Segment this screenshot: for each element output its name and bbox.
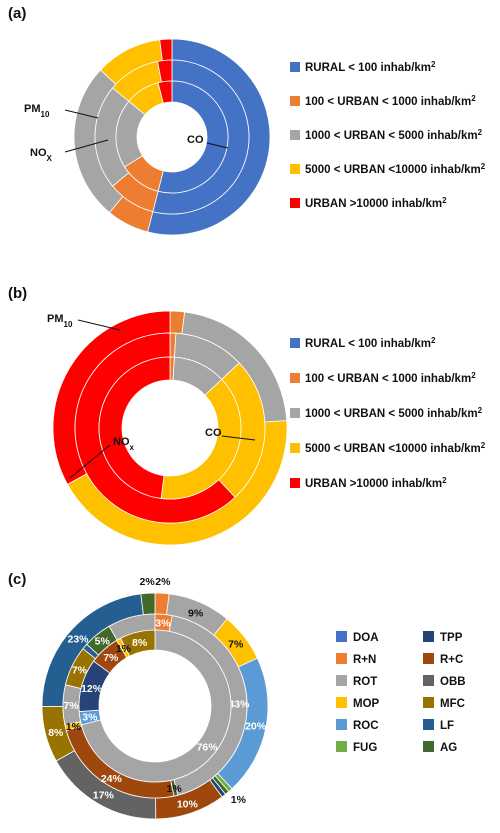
donut-chart-a: PM10 NOX CO RURAL < 100 inhab/km2 100 < URBA… xyxy=(24,38,486,236)
legend-swatch-R+C xyxy=(423,653,434,664)
pct-label-outer-11: 2% xyxy=(140,576,156,588)
legend-swatch-2 xyxy=(290,408,300,418)
legend-swatch-LF xyxy=(423,719,434,730)
legend-label-LF: LF xyxy=(440,720,454,732)
annotation-label-1: NOx xyxy=(113,436,135,452)
legend-swatch-AG xyxy=(423,741,434,752)
annotation-leader-1 xyxy=(69,444,111,479)
pct-label-middle-1: 43% xyxy=(228,698,250,710)
annotation-label-2: CO xyxy=(187,134,204,146)
legend-swatch-OBB xyxy=(423,675,434,686)
legend-label-AG: AG xyxy=(440,742,457,754)
pct-label-inner-4: 1% xyxy=(116,643,132,655)
legend-label-2: 1000 < URBAN < 5000 inhab/km2 xyxy=(305,128,483,143)
legend-label-3: 5000 < URBAN <10000 inhab/km2 xyxy=(305,441,486,456)
legend-label-TPP: TPP xyxy=(440,632,463,644)
annotation-leader-1 xyxy=(64,139,109,153)
legend-swatch-MOP xyxy=(336,697,347,708)
pct-label-outer-0: 2% xyxy=(155,576,171,588)
pct-label-inner-1: 3% xyxy=(82,712,98,724)
legend-swatch-DOA xyxy=(336,631,347,642)
pct-label-middle-2: 1% xyxy=(167,783,183,795)
legend-label-0: RURAL < 100 inhab/km2 xyxy=(305,60,436,75)
pct-label-inner-5: 8% xyxy=(132,637,148,649)
legend-swatch-0 xyxy=(290,338,300,348)
legend-label-ROT: ROT xyxy=(353,676,377,688)
legend-label-MFC: MFC xyxy=(440,698,465,710)
pct-label-middle-6: 7% xyxy=(72,664,88,676)
annotation-leader-2 xyxy=(221,435,256,441)
legend-label-3: 5000 < URBAN <10000 inhab/km2 xyxy=(305,162,486,177)
legend-swatch-FUG xyxy=(336,741,347,752)
panel-label-c: (c) xyxy=(8,571,26,588)
legend-swatch-MFC xyxy=(423,697,434,708)
donut-chart-b: PM10 NOx CO RURAL < 100 inhab/km2 100 < URBA… xyxy=(47,310,486,546)
ring-pm10-segment-4 xyxy=(159,38,173,62)
legend-label-1: 100 < URBAN < 1000 inhab/km2 xyxy=(305,94,476,109)
ring-co-segment-0 xyxy=(157,80,229,194)
pct-label-outer-2: 7% xyxy=(228,639,244,651)
donut-chart-c: 2%9%7%20%1%10%17%8%23%2%3%43%1%24%1%7%7%… xyxy=(41,576,466,820)
ring-co-segment-4 xyxy=(157,80,173,104)
legend-swatch-TPP xyxy=(423,631,434,642)
legend-label-ROC: ROC xyxy=(353,720,379,732)
legend-label-0: RURAL < 100 inhab/km2 xyxy=(305,336,436,351)
pct-label-middle-8: 5% xyxy=(95,636,111,648)
legend-swatch-2 xyxy=(290,130,300,140)
legend-swatch-0 xyxy=(290,62,300,72)
pct-label-outer-3: 20% xyxy=(245,721,267,733)
pct-label-inner-2: 12% xyxy=(81,683,103,695)
pct-label-outer-1: 9% xyxy=(188,607,204,619)
ring-co-segment-4 xyxy=(98,356,171,499)
annotation-label-2: CO xyxy=(205,427,222,439)
ring-inner-segment-0 xyxy=(80,629,232,783)
legend-label-2: 1000 < URBAN < 5000 inhab/km2 xyxy=(305,406,483,421)
pct-label-outer-4: 1% xyxy=(231,794,247,806)
panel-label-a: (a) xyxy=(8,5,26,22)
legend-label-OBB: OBB xyxy=(440,676,466,688)
annotation-label-0: PM10 xyxy=(47,313,73,329)
legend-label-R+N: R+N xyxy=(353,654,376,666)
pct-label-inner-3: 7% xyxy=(103,652,119,664)
legend-label-4: URBAN >10000 inhab/km2 xyxy=(305,476,447,491)
panel-label-b: (b) xyxy=(8,285,27,302)
legend-swatch-ROC xyxy=(336,719,347,730)
legend-swatch-3 xyxy=(290,443,300,453)
annotation-label-1: NOX xyxy=(30,147,53,163)
pct-label-outer-8: 17% xyxy=(93,789,115,801)
pct-label-outer-10: 23% xyxy=(67,633,89,645)
legend-label-R+C: R+C xyxy=(440,654,463,666)
pct-label-middle-0: 3% xyxy=(155,617,171,629)
legend-label-FUG: FUG xyxy=(353,742,377,754)
legend-label-4: URBAN >10000 inhab/km2 xyxy=(305,196,447,211)
legend-swatch-R+N xyxy=(336,653,347,664)
annotation-leader-0 xyxy=(64,109,99,119)
legend-swatch-ROT xyxy=(336,675,347,686)
legend-swatch-3 xyxy=(290,164,300,174)
pct-label-middle-5: 7% xyxy=(63,700,79,712)
annotation-leader-0 xyxy=(77,319,121,331)
pct-label-outer-9: 8% xyxy=(48,727,64,739)
legend-swatch-1 xyxy=(290,373,300,383)
legend-label-1: 100 < URBAN < 1000 inhab/km2 xyxy=(305,371,476,386)
ring-outer-segment-11 xyxy=(140,592,156,616)
pct-label-outer-7: 10% xyxy=(177,798,199,810)
legend-swatch-4 xyxy=(290,198,300,208)
annotation-label-0: PM10 xyxy=(24,103,50,119)
pct-label-inner-0: 76% xyxy=(197,741,219,753)
legend-label-DOA: DOA xyxy=(353,632,379,644)
pct-label-middle-3: 24% xyxy=(101,773,123,785)
ring-inner-segment-5 xyxy=(120,629,156,657)
legend-swatch-1 xyxy=(290,96,300,106)
annotation-leader-2 xyxy=(206,142,229,149)
pct-label-middle-4: 1% xyxy=(66,721,82,733)
legend-label-MOP: MOP xyxy=(353,698,380,710)
legend-swatch-4 xyxy=(290,478,300,488)
